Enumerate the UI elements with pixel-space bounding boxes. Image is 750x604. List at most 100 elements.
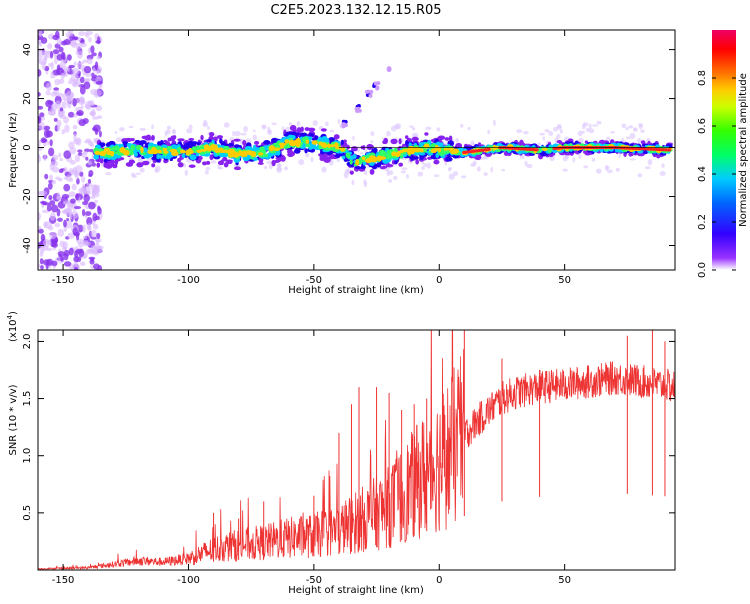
spectrogram-ridge-cell xyxy=(199,148,208,152)
spectrogram-noise xyxy=(91,52,97,57)
spectrogram-ridge-cell xyxy=(240,152,246,157)
spectrogram-noise xyxy=(363,170,368,176)
spectrogram-ridge-cell xyxy=(559,152,566,156)
spectrogram-noise xyxy=(75,193,79,201)
snr-y-tick-label: 2.0 xyxy=(22,333,33,349)
spectrogram-noise xyxy=(659,171,666,176)
spectrogram-ridge-cell xyxy=(407,149,415,155)
spectrogram-noise xyxy=(38,212,41,221)
spectrogram-noise xyxy=(90,45,95,54)
spectrogram-ridge-cell xyxy=(263,139,271,145)
spectrogram-noise xyxy=(89,142,95,148)
spectrogram-noise xyxy=(58,168,64,174)
spectrogram-ridge-cell xyxy=(300,126,304,133)
spectrogram-noise xyxy=(544,129,550,133)
spectrogram-noise xyxy=(78,119,86,127)
spectrogram-noise xyxy=(542,136,546,141)
colorbar: 0.0 0.2 0.4 0.6 0.8 Normalized spectral ampl… xyxy=(697,30,749,278)
spectrogram-noise xyxy=(83,65,92,74)
spectrogram-ridge-cell xyxy=(242,139,247,146)
spectrogram-noise xyxy=(423,163,428,167)
spectrogram-noise xyxy=(63,261,72,267)
spectrogram-noise xyxy=(370,131,375,136)
spectrogram-noise xyxy=(38,143,41,147)
spectrogram-noise xyxy=(81,175,86,183)
spectrogram-ridge-cell xyxy=(233,166,242,171)
spectrogram-ridge-cell xyxy=(221,149,230,153)
spectrogram-noise xyxy=(267,126,270,131)
spectrogram-ridge-cell xyxy=(520,142,525,146)
spectrogram-ridge-cell xyxy=(169,148,178,153)
spectrogram-noise xyxy=(38,92,41,97)
spectrogram-noise xyxy=(89,195,96,200)
spectrogram-ridge-cell xyxy=(424,132,429,136)
spectrogram-noise xyxy=(400,170,406,174)
spectrogram-noise xyxy=(56,38,62,46)
spectrogram-ridge-cell xyxy=(177,138,185,142)
spectrogram-noise xyxy=(596,120,602,125)
spectrogram-noise xyxy=(92,212,98,222)
spectrogram-noise xyxy=(483,172,488,176)
spectrogram-ridge-cell xyxy=(328,153,336,160)
spectrogram-streak-cell xyxy=(369,89,374,94)
spectrogram-noise xyxy=(625,127,629,131)
spectrogram-ridge-cell xyxy=(330,144,335,148)
spectrogram-ridge-cell xyxy=(399,152,404,159)
spectrogram-noise xyxy=(71,183,77,191)
spectrogram-noise xyxy=(43,221,48,229)
spectrogram-noise xyxy=(39,258,44,265)
spectrogram-noise xyxy=(578,153,582,160)
spectrogram-noise xyxy=(72,67,80,76)
spectrogram-noise xyxy=(50,75,56,79)
spectrogram-noise xyxy=(70,73,79,83)
spectrogram-noise xyxy=(81,152,87,159)
spectrogram-noise xyxy=(591,124,599,127)
snr-y-label: SNR (10 * v/v) xyxy=(8,384,19,455)
spectrogram-noise xyxy=(38,147,43,151)
spectrogram-noise xyxy=(472,160,477,166)
spectrogram-noise xyxy=(63,249,70,257)
spectrogram-ridge-core xyxy=(534,148,539,152)
spectrogram-noise xyxy=(48,147,55,157)
spectrogram-noise xyxy=(487,129,491,135)
spectrogram-noise xyxy=(312,120,318,127)
spectrogram-noise xyxy=(73,205,82,210)
spectrogram-noise xyxy=(267,129,273,136)
spectrogram-noise xyxy=(605,136,611,142)
spectrogram-noise xyxy=(130,172,136,177)
spectrogram-noise xyxy=(98,130,102,138)
spectrogram-noise xyxy=(234,130,241,137)
spectrogram-noise xyxy=(364,148,368,153)
spectrogram-noise xyxy=(83,194,91,203)
spectrogram-ridge-cell xyxy=(450,149,455,155)
spectrogram-noise xyxy=(351,179,355,186)
spectrogram-noise xyxy=(55,176,61,180)
spectrogram-noise xyxy=(252,134,258,141)
spectrogram-noise xyxy=(38,263,41,269)
spectrogram-ridge-cell xyxy=(254,140,260,145)
spectrogram-noise xyxy=(84,33,90,38)
spectrogram-ridge-cell xyxy=(431,143,435,148)
spectrogram-noise xyxy=(45,90,51,96)
spectrogram-noise xyxy=(66,98,71,106)
spectrogram-noise xyxy=(114,131,118,134)
spectrogram-ridge-cell xyxy=(130,144,136,151)
spectrogram-noise xyxy=(204,170,209,175)
spectrogram-noise xyxy=(232,130,236,137)
spectrogram-noise xyxy=(63,116,69,124)
spectrogram-noise xyxy=(305,152,310,158)
spectrogram-noise xyxy=(46,204,52,212)
spectrogram-noise xyxy=(390,125,397,132)
spectrogram-ridge-cell xyxy=(304,148,308,154)
spectrogram-noise xyxy=(42,259,51,266)
spectrogram-ridge-cell xyxy=(210,144,218,148)
spectrogram-noise xyxy=(448,167,453,171)
spectrogram-noise xyxy=(78,31,86,37)
spectrogram-ridge-cell xyxy=(181,153,186,159)
spectrogram-noise xyxy=(467,126,471,131)
spectrogram-noise xyxy=(65,220,73,229)
spectrogram-noise xyxy=(92,116,99,120)
spectrogram-ridge-cell xyxy=(398,162,404,167)
spectrogram-noise xyxy=(401,167,408,171)
spectrogram-ridge-cell xyxy=(313,146,320,150)
